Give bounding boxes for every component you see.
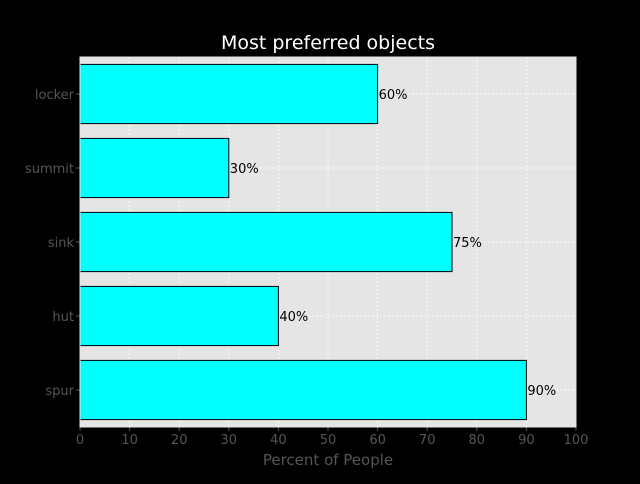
value-labels: 90% 40% 75% 30% 60% (230, 88, 557, 399)
value-label-hut: 40% (279, 310, 308, 325)
x-tick-label: 40 (270, 433, 287, 448)
bar-locker (79, 63, 379, 125)
y-tick-label-summit: summit (25, 162, 74, 177)
x-tick-label: 60 (369, 433, 386, 448)
x-tick-label: 0 (76, 433, 84, 448)
x-tick-label: 100 (564, 433, 589, 448)
bar-hut (79, 285, 279, 347)
bars (79, 63, 527, 421)
bar-sink (79, 211, 453, 273)
x-tick-label: 80 (469, 433, 486, 448)
x-axis-label: Percent of People (263, 451, 393, 469)
value-label-locker: 60% (379, 88, 408, 103)
bar-summit (79, 137, 230, 199)
x-tick-label: 10 (121, 433, 138, 448)
y-tick-label-locker: locker (35, 88, 75, 103)
x-tick-label: 50 (320, 433, 337, 448)
x-tick-label: 20 (171, 433, 188, 448)
x-tick-label: 90 (518, 433, 535, 448)
y-tick-label-hut: hut (52, 310, 74, 325)
x-tick-label: 70 (419, 433, 436, 448)
chart-title: Most preferred objects (221, 32, 435, 54)
y-tick-label-sink: sink (48, 236, 75, 251)
value-label-sink: 75% (453, 236, 482, 251)
y-tick-label-spur: spur (45, 384, 74, 399)
y-axis-ticks: spur hut sink summit locker (25, 88, 80, 399)
value-label-summit: 30% (230, 162, 259, 177)
bar-spur (79, 359, 527, 421)
x-tick-label: 30 (221, 433, 238, 448)
x-axis-ticks: 0 10 20 30 40 50 60 70 80 90 100 (76, 427, 589, 448)
value-label-spur: 90% (527, 384, 556, 399)
plot-frame (79, 56, 577, 428)
